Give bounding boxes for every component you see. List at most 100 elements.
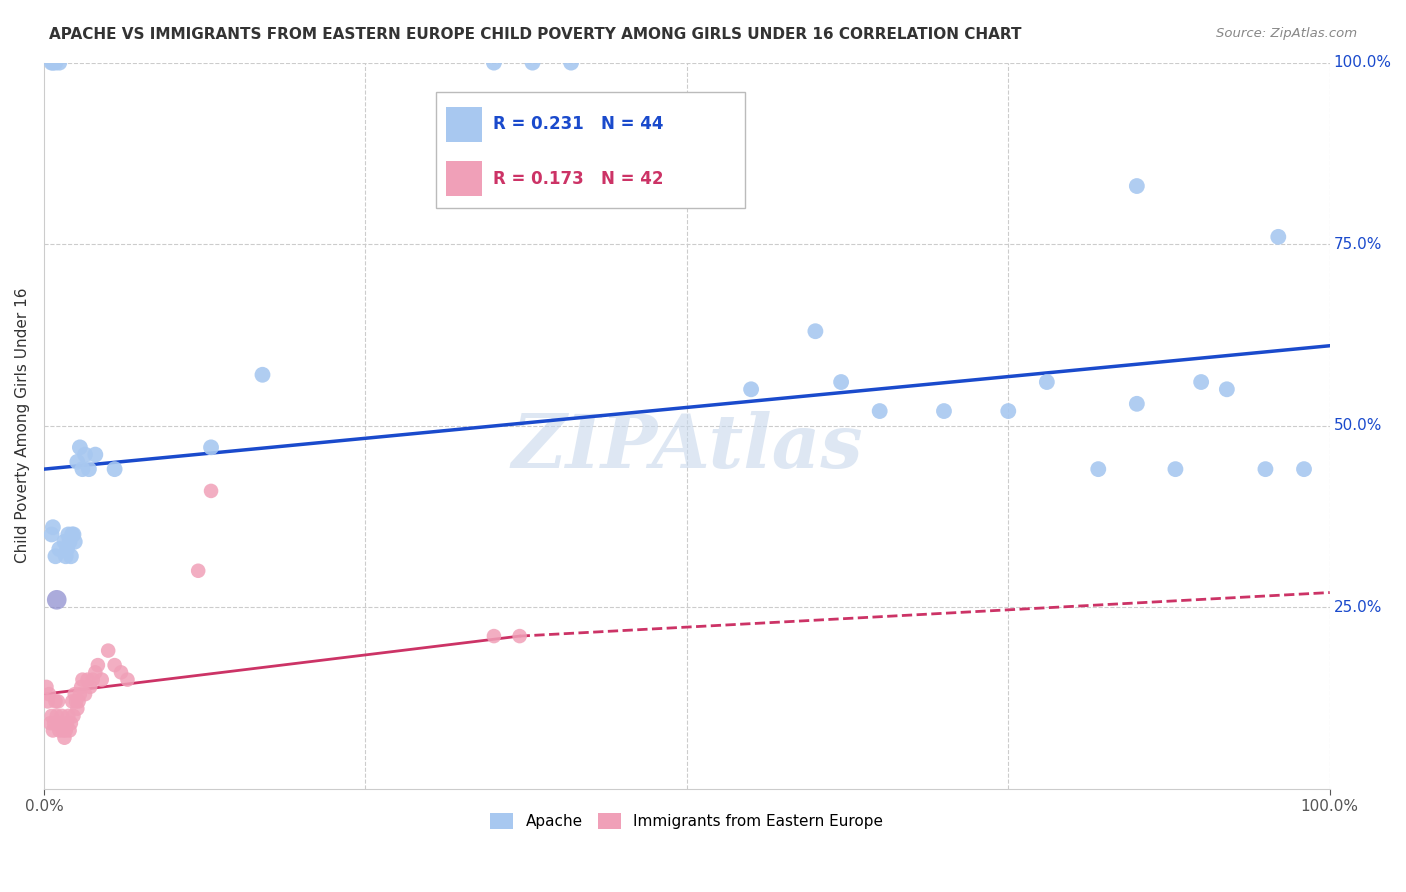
Point [55, 723, 77, 738]
Point [79, 680, 101, 694]
Point [69, 441, 91, 455]
Text: APACHE VS IMMIGRANTS FROM EASTERN EUROPE CHILD POVERTY AMONG GIRLS UNDER 16 CORR: APACHE VS IMMIGRANTS FROM EASTERN EUROPE… [49, 27, 1022, 42]
Point [37, 694, 59, 708]
Point [804, 324, 827, 338]
Point [42, 723, 65, 738]
Text: ZIPAtlas: ZIPAtlas [510, 411, 863, 483]
Point [53, 534, 76, 549]
Point [65, 694, 87, 708]
Point [1164, 462, 1187, 476]
Point [63, 534, 86, 549]
Point [45, 709, 67, 723]
Point [1292, 462, 1315, 476]
Point [72, 462, 94, 476]
Point [56, 716, 79, 731]
Point [90, 673, 112, 687]
Point [48, 55, 70, 70]
Point [110, 665, 132, 680]
Point [66, 701, 89, 715]
Point [200, 441, 222, 455]
Point [200, 483, 222, 498]
Point [59, 723, 82, 738]
Y-axis label: Child Poverty Among Girls Under 16: Child Poverty Among Girls Under 16 [15, 288, 30, 564]
Point [73, 687, 96, 701]
Point [58, 709, 80, 723]
Point [45, 592, 67, 607]
Point [740, 382, 762, 396]
Point [187, 564, 209, 578]
FancyBboxPatch shape [436, 92, 745, 208]
Point [73, 448, 96, 462]
Point [60, 527, 83, 541]
Point [52, 723, 75, 738]
FancyBboxPatch shape [446, 161, 482, 196]
Point [59, 716, 82, 731]
Point [69, 687, 91, 701]
Point [44, 549, 66, 564]
Point [41, 527, 63, 541]
Point [482, 55, 505, 70]
Text: 50.0%: 50.0% [1333, 418, 1382, 434]
Text: 75.0%: 75.0% [1333, 236, 1382, 252]
Point [41, 709, 63, 723]
Point [1126, 179, 1149, 194]
Point [53, 731, 76, 745]
Point [44, 716, 66, 731]
Point [58, 527, 80, 541]
Point [66, 455, 89, 469]
Point [67, 694, 90, 708]
Point [87, 658, 110, 673]
Point [997, 404, 1019, 418]
Point [35, 680, 58, 694]
Text: R = 0.173   N = 42: R = 0.173 N = 42 [492, 169, 664, 188]
Text: 25.0%: 25.0% [1333, 599, 1382, 615]
Point [77, 462, 100, 476]
Point [509, 629, 531, 643]
Point [44, 55, 66, 70]
Point [84, 665, 107, 680]
Point [48, 723, 70, 738]
Point [482, 629, 505, 643]
Point [42, 520, 65, 534]
Point [60, 694, 83, 708]
Point [1126, 397, 1149, 411]
Point [70, 680, 93, 694]
Point [63, 687, 86, 701]
Point [1254, 462, 1277, 476]
Point [55, 549, 77, 564]
Point [42, 55, 65, 70]
Point [76, 673, 98, 687]
Legend: Apache, Immigrants from Eastern Europe: Apache, Immigrants from Eastern Europe [484, 807, 889, 835]
Point [104, 658, 127, 673]
Point [82, 673, 104, 687]
Point [830, 375, 852, 389]
Point [72, 673, 94, 687]
Point [1087, 462, 1109, 476]
Point [869, 404, 891, 418]
Point [104, 462, 127, 476]
Point [117, 673, 139, 687]
Point [51, 709, 73, 723]
Text: R = 0.231   N = 44: R = 0.231 N = 44 [492, 115, 664, 133]
Point [1216, 382, 1239, 396]
Point [56, 541, 79, 556]
Point [1036, 375, 1059, 389]
Point [1189, 375, 1212, 389]
Text: 100.0%: 100.0% [1333, 55, 1392, 70]
Point [1267, 230, 1289, 244]
Point [97, 643, 120, 657]
Point [48, 541, 70, 556]
Point [62, 527, 84, 541]
Point [59, 534, 82, 549]
Point [59, 549, 82, 564]
Point [38, 687, 60, 701]
Point [522, 55, 544, 70]
Point [252, 368, 274, 382]
Point [84, 448, 107, 462]
Point [46, 694, 69, 708]
Point [560, 55, 582, 70]
Point [39, 716, 62, 731]
FancyBboxPatch shape [446, 107, 482, 142]
Point [932, 404, 955, 418]
Point [49, 716, 72, 731]
